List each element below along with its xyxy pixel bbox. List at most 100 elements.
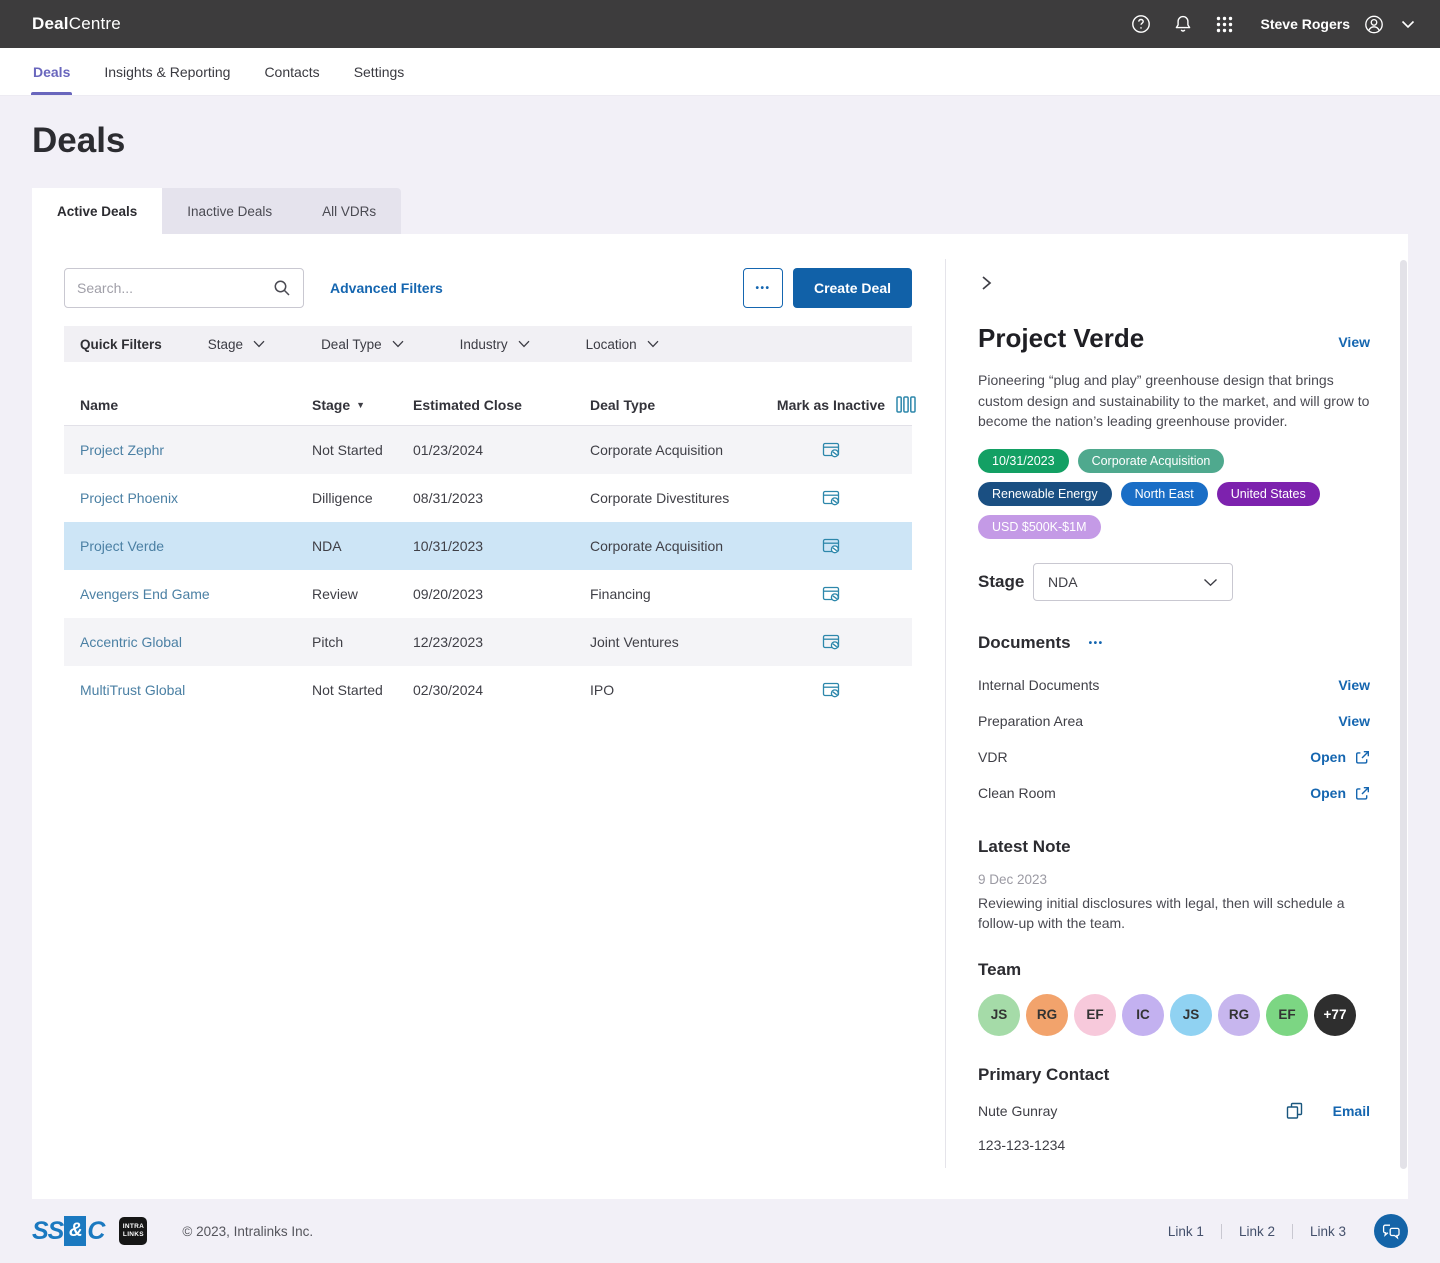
latest-note-title: Latest Note <box>978 837 1071 857</box>
deal-badge: USD $500K-$1M <box>978 515 1101 540</box>
column-header-name[interactable]: Name <box>80 396 119 413</box>
row-estimated-close: 09/20/2023 <box>413 586 484 602</box>
advanced-filters-link[interactable]: Advanced Filters <box>330 280 443 296</box>
deal-name-link[interactable]: Project Zephr <box>80 442 165 458</box>
toolbar: Advanced Filters ••• Create Deal <box>64 268 912 308</box>
column-header-estimated-close[interactable]: Estimated Close <box>413 396 522 413</box>
contact-phone: 123-123-1234 <box>978 1136 1066 1153</box>
search-input[interactable] <box>77 280 273 296</box>
deal-name-link[interactable]: Project Phoenix <box>80 490 179 506</box>
footer-link-3[interactable]: Link 3 <box>1309 1223 1346 1239</box>
view-deal-link[interactable]: View <box>1338 334 1370 350</box>
sort-desc-icon: ▼ <box>356 399 366 410</box>
mark-as-inactive-icon[interactable] <box>822 633 841 651</box>
team-overflow-avatar[interactable]: +77 <box>1314 993 1356 1036</box>
quick-filter-industry[interactable]: Industry <box>460 337 530 352</box>
external-link-icon[interactable] <box>1355 750 1370 765</box>
team-avatar[interactable]: IC <box>1122 993 1164 1036</box>
copy-icon[interactable] <box>1286 1102 1303 1120</box>
deal-name-link[interactable]: MultiTrust Global <box>80 682 186 698</box>
team-avatar[interactable]: JS <box>978 993 1020 1036</box>
nav-tab-contacts[interactable]: Contacts <box>264 63 320 80</box>
documents-more-icon[interactable]: ••• <box>1088 637 1104 649</box>
document-row: Clean Room Open <box>978 775 1370 811</box>
quick-filter-location[interactable]: Location <box>586 337 659 352</box>
mark-as-inactive-icon[interactable] <box>822 585 841 603</box>
table-row[interactable]: Project Verde NDA 10/31/2023 Corporate Acqu… <box>64 522 912 570</box>
external-link-icon[interactable] <box>1355 786 1370 801</box>
nav-tab-insights-reporting[interactable]: Insights & Reporting <box>104 63 231 80</box>
panel-scrollbar[interactable] <box>1400 260 1407 1169</box>
row-estimated-close: 10/31/2023 <box>413 538 484 554</box>
team-title: Team <box>978 959 1022 979</box>
row-stage: Not Started <box>312 682 383 698</box>
primary-contact-title: Primary Contact <box>978 1064 1110 1084</box>
table-row[interactable]: Project Phoenix Dilligence 08/31/2023 Corpo… <box>64 474 912 522</box>
search-icon[interactable] <box>273 279 291 297</box>
app-switcher-grid-icon[interactable] <box>1215 14 1235 34</box>
quick-filter-stage[interactable]: Stage <box>208 337 265 352</box>
more-actions-button[interactable]: ••• <box>742 268 783 308</box>
team-avatar[interactable]: RG <box>1026 993 1068 1036</box>
footer-link-1[interactable]: Link 1 <box>1167 1223 1204 1239</box>
table-row[interactable]: Project Zephr Not Started 01/23/2024 Corpor… <box>64 426 912 474</box>
app-logo: DealCentre <box>32 14 121 34</box>
deal-badge: North East <box>1120 482 1208 507</box>
document-row: Preparation Area View <box>978 703 1370 739</box>
view-tab-active-deals[interactable]: Active Deals <box>32 188 163 234</box>
ellipsis-icon: ••• <box>755 282 771 294</box>
team-avatar[interactable]: EF <box>1074 993 1116 1036</box>
chat-bubbles-icon <box>1382 1224 1400 1239</box>
stage-label: Stage <box>978 572 1025 592</box>
row-estimated-close: 08/31/2023 <box>413 490 484 506</box>
nav-tab-deals[interactable]: Deals <box>16 48 87 95</box>
notifications-bell-icon[interactable] <box>1173 14 1193 34</box>
footer-link-2[interactable]: Link 2 <box>1238 1223 1275 1239</box>
quick-filter-deal-type[interactable]: Deal Type <box>321 337 404 352</box>
document-action-link[interactable]: Open <box>1310 749 1346 766</box>
table-row[interactable]: Accentric Global Pitch 12/23/2023 Joint Ven… <box>64 618 912 666</box>
document-action-link[interactable]: View <box>1338 713 1370 730</box>
help-icon[interactable] <box>1131 14 1151 34</box>
mark-as-inactive-icon[interactable] <box>822 537 841 555</box>
user-avatar-icon[interactable] <box>1364 14 1384 34</box>
deal-badge: 10/31/2023 <box>978 449 1069 474</box>
create-deal-button[interactable]: Create Deal <box>792 268 912 308</box>
team-avatar[interactable]: EF <box>1266 993 1308 1036</box>
stage-select[interactable]: NDA <box>1033 563 1233 602</box>
mark-as-inactive-icon[interactable] <box>822 681 841 699</box>
document-label: Internal Documents <box>978 677 1100 694</box>
view-tabs: Active Deals Inactive Deals All VDRs <box>32 188 1408 234</box>
column-header-stage[interactable]: Stage ▼ <box>312 396 366 413</box>
user-menu-chevron-icon[interactable] <box>1398 14 1418 34</box>
email-contact-link[interactable]: Email <box>1332 1102 1370 1119</box>
main-nav: Deals Insights & Reporting Contacts Setting… <box>0 48 1440 96</box>
nav-tab-settings[interactable]: Settings <box>353 63 405 80</box>
team-avatar[interactable]: RG <box>1218 993 1260 1036</box>
deal-badge: Renewable Energy <box>978 482 1112 507</box>
team-avatar[interactable]: JS <box>1170 993 1212 1036</box>
collapse-panel-chevron-icon[interactable] <box>978 275 996 293</box>
chat-button[interactable] <box>1374 1214 1408 1248</box>
footer-link-separator <box>1220 1223 1222 1239</box>
column-settings-icon[interactable] <box>896 396 916 413</box>
documents-list: Internal Documents View Preparation Area Vi… <box>978 667 1370 811</box>
contact-name: Nute Gunray <box>978 1102 1058 1119</box>
mark-as-inactive-icon[interactable] <box>822 489 841 507</box>
deal-name-link[interactable]: Accentric Global <box>80 634 182 650</box>
document-action-link[interactable]: Open <box>1310 785 1346 802</box>
view-tab-all-vdrs[interactable]: All VDRs <box>297 188 402 234</box>
quick-filters-bar: Quick Filters Stage Deal Type Industry Loca… <box>64 326 912 362</box>
deal-name-link[interactable]: Project Verde <box>80 538 165 554</box>
table-row[interactable]: MultiTrust Global Not Started 02/30/2024 IP… <box>64 666 912 714</box>
mark-as-inactive-icon[interactable] <box>822 441 841 459</box>
table-row[interactable]: Avengers End Game Review 09/20/2023 Financi… <box>64 570 912 618</box>
footer: SS & C INTRA LINKS © 2023, Intralinks Inc.… <box>0 1199 1440 1263</box>
column-header-deal-type[interactable]: Deal Type <box>590 396 656 413</box>
row-stage: NDA <box>312 538 342 554</box>
view-tab-inactive-deals[interactable]: Inactive Deals <box>162 188 298 234</box>
chevron-down-icon <box>1204 578 1217 586</box>
deal-name-link[interactable]: Avengers End Game <box>80 586 210 602</box>
document-action-link[interactable]: View <box>1338 677 1370 694</box>
vertical-divider <box>945 259 946 1168</box>
